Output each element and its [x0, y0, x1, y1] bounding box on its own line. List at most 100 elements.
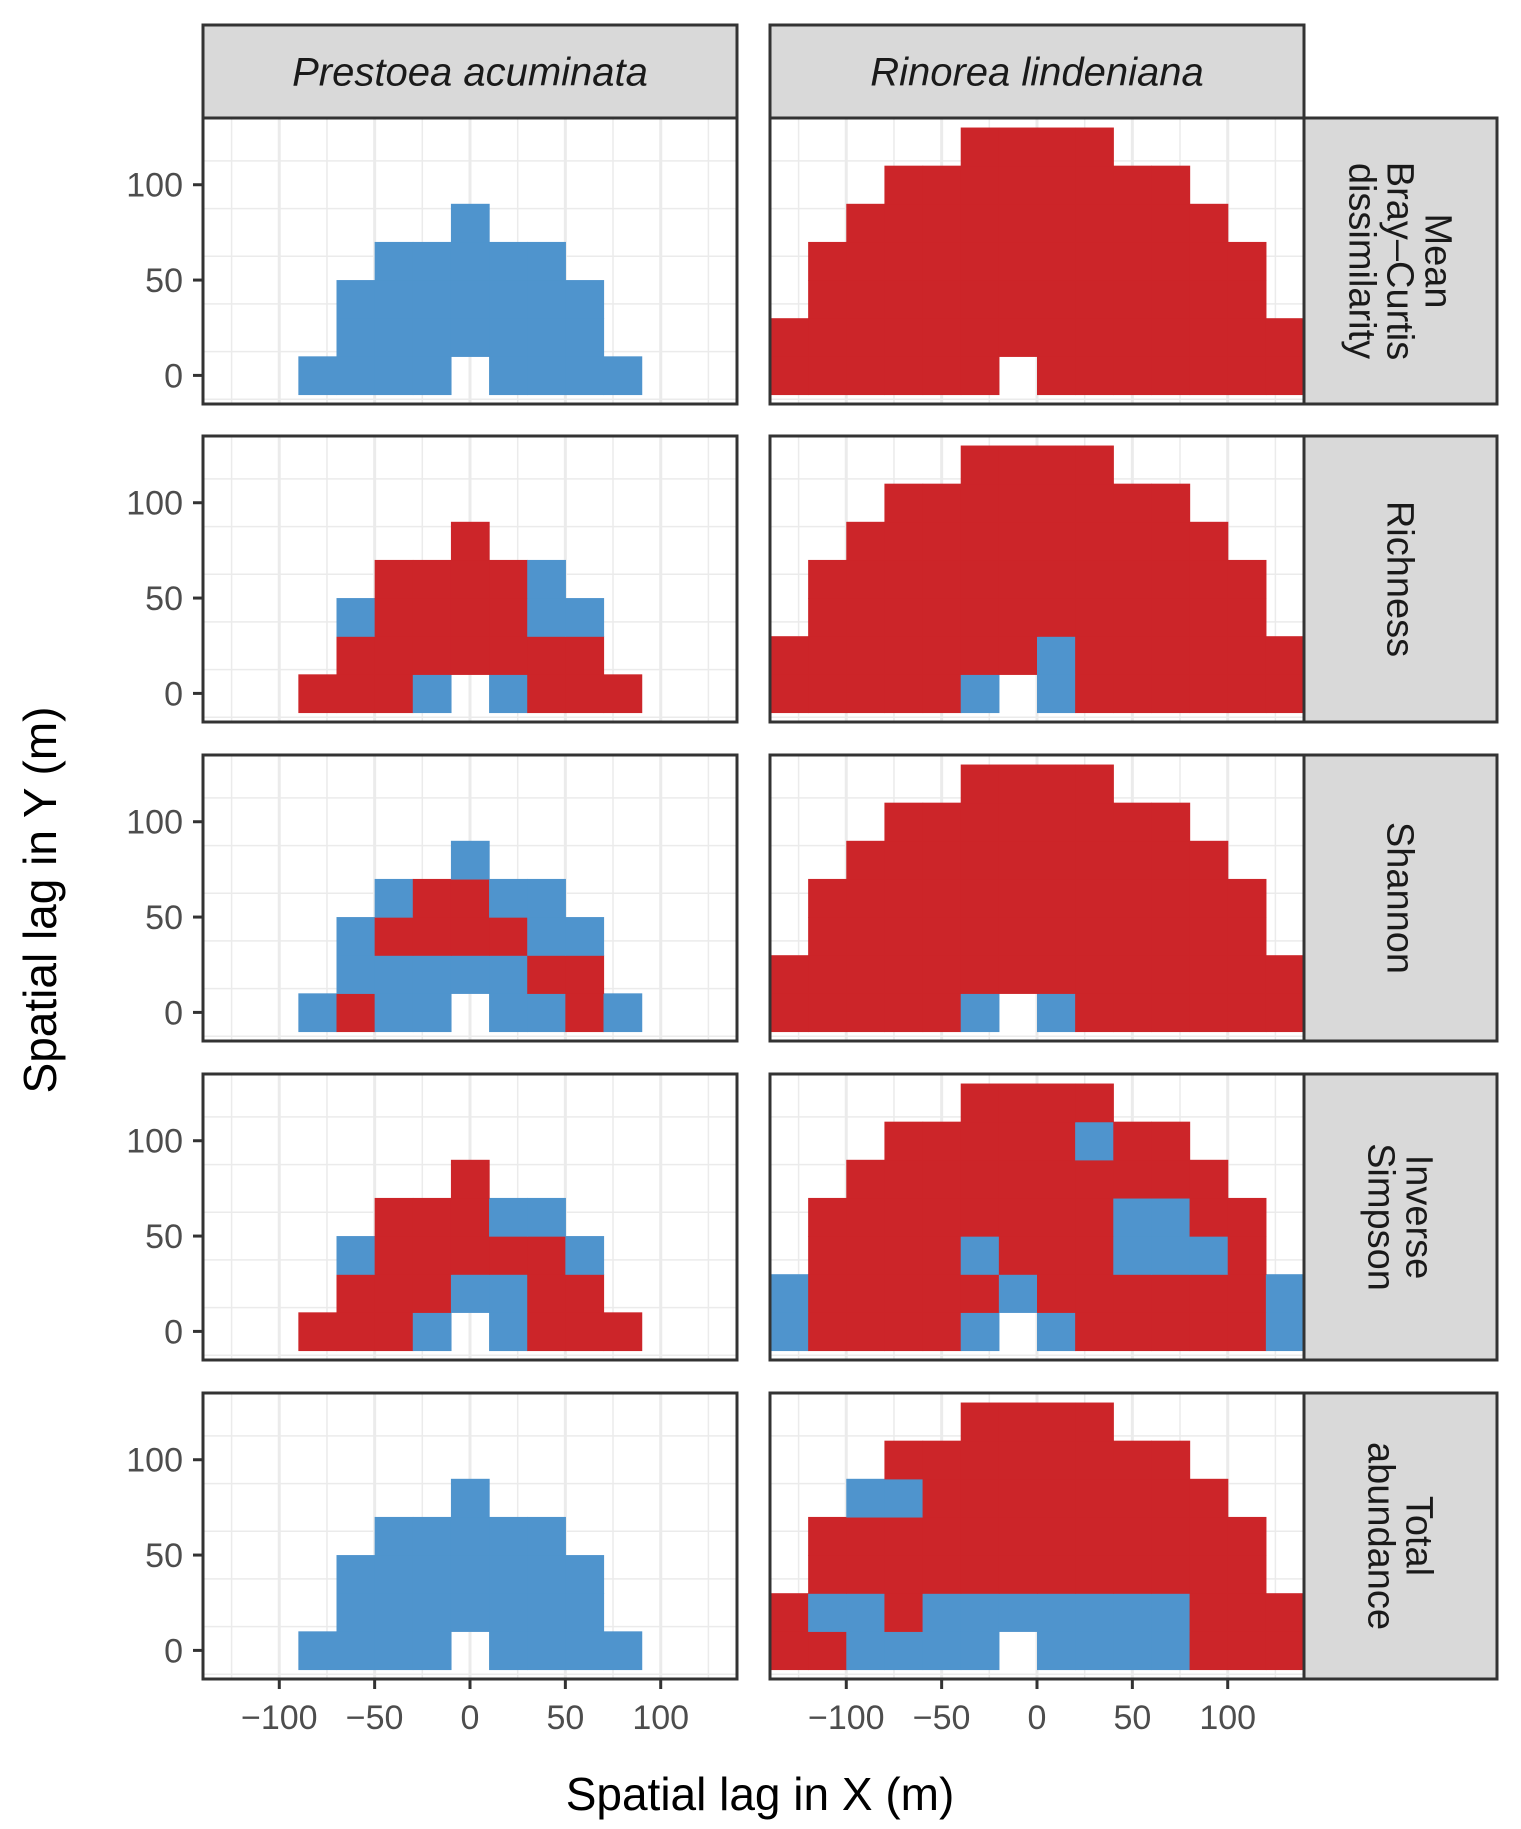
heatmap-cell-red [1113, 1478, 1153, 1518]
heatmap-cell-red [884, 1121, 924, 1161]
y-axis-r3: 0 50 100 [126, 1123, 203, 1351]
heatmap-cell-red [846, 636, 886, 675]
heatmap-cell-red [922, 674, 962, 714]
heatmap-cell-red [1075, 445, 1114, 485]
heatmap-cell-red [960, 356, 1000, 396]
x-axis-c0: −100 −50 0 50 100 [241, 1679, 689, 1737]
panel-r3-c1 [768, 1072, 1306, 1362]
heatmap-cell-blue [450, 1593, 490, 1632]
heatmap-cell-red [1227, 598, 1267, 637]
heatmap-cell-red [808, 1555, 847, 1594]
y-tick-label: 0 [164, 994, 183, 1032]
heatmap-cell-red [1189, 878, 1229, 918]
row-strip-3: InverseSimpson [1302, 1072, 1499, 1362]
heatmap-cell-red [1113, 356, 1153, 396]
heatmap-cell-blue [450, 955, 490, 994]
y-axis-r1: 0 50 100 [126, 485, 203, 713]
heatmap-cell-red [374, 1236, 414, 1275]
heatmap-cell-red [960, 1274, 1000, 1313]
heatmap-cell-red [1265, 955, 1305, 994]
heatmap-cell-red [1037, 521, 1076, 561]
heatmap-cell-blue [489, 674, 528, 714]
heatmap-cell-red [527, 955, 566, 994]
heatmap-cell-blue [489, 280, 528, 319]
heatmap-cell-red [1075, 598, 1114, 637]
heatmap-cell-red [998, 559, 1038, 599]
heatmap-cell-red [1151, 1312, 1191, 1352]
heatmap-cell-red [998, 764, 1038, 804]
heatmap-cell-blue [1037, 1312, 1076, 1352]
heatmap-cell-blue [565, 318, 605, 357]
heatmap-cell-red [412, 559, 452, 599]
heatmap-cell-red [565, 674, 605, 714]
heatmap-cell-red [998, 1478, 1038, 1518]
heatmap-cell-red [1075, 1555, 1114, 1594]
heatmap-cell-red [846, 878, 886, 918]
heatmap-cell-blue [336, 1593, 376, 1632]
heatmap-cell-blue [770, 1312, 809, 1352]
heatmap-cell-blue [1189, 1236, 1229, 1275]
heatmap-cell-blue [1075, 1593, 1114, 1632]
row-strip-0: MeanBray–Curtisdissimilarity [1302, 116, 1499, 406]
heatmap-cell-blue [1113, 1631, 1153, 1671]
heatmap-cell-red [1075, 559, 1114, 599]
y-tick-label: 0 [164, 1632, 183, 1670]
x-tick-label: −100 [241, 1699, 318, 1737]
heatmap-cell-blue [1037, 636, 1076, 675]
heatmap-cell-red [1037, 1236, 1076, 1275]
panel-r4-c1 [768, 1391, 1306, 1681]
row-strip-label: MeanBray–Curtisdissimilarity [1341, 162, 1459, 361]
heatmap-cell-red [1075, 1083, 1114, 1123]
heatmap-cell-red [1075, 356, 1114, 396]
heatmap-cell-red [1037, 241, 1076, 281]
heatmap-cell-blue [1075, 1631, 1114, 1671]
heatmap-cell-blue [527, 241, 566, 281]
heatmap-cell-red [1113, 840, 1153, 880]
heatmap-cell-red [808, 917, 847, 956]
heatmap-cell-red [1113, 559, 1153, 599]
heatmap-cell-blue [298, 993, 338, 1033]
y-tick-label: 50 [145, 1218, 183, 1256]
strip-background [1302, 116, 1499, 406]
heatmap-cell-red [1151, 674, 1191, 714]
heatmap-cell-red [374, 674, 414, 714]
heatmap-cell-red [450, 917, 490, 956]
heatmap-cell-red [489, 636, 528, 675]
heatmap-cell-blue [489, 1312, 528, 1352]
heatmap-cell-red [1189, 521, 1229, 561]
heatmap-cell-red [998, 1083, 1038, 1123]
heatmap-cell-blue [960, 1593, 1000, 1632]
heatmap-cell-blue [489, 955, 528, 994]
y-tick-label: 50 [145, 580, 183, 618]
heatmap-cell-red [489, 1236, 528, 1275]
heatmap-cell-red [846, 1555, 886, 1594]
heatmap-cell-blue [565, 1236, 605, 1275]
heatmap-cell-red [922, 636, 962, 675]
heatmap-cell-blue [336, 356, 376, 396]
heatmap-cell-red [1227, 955, 1267, 994]
column-strip-1: Rinorea lindeniana [768, 23, 1306, 120]
heatmap-cell-red [1189, 1631, 1229, 1671]
heatmap-cell-red [1075, 1197, 1114, 1237]
heatmap-cell-red [998, 1197, 1038, 1237]
heatmap-cell-red [1151, 1555, 1191, 1594]
panel-r1-c0 [201, 434, 739, 724]
heatmap-cell-red [884, 917, 924, 956]
heatmap-cell-red [1037, 318, 1076, 357]
heatmap-cell-red [1113, 636, 1153, 675]
heatmap-cell-red [998, 241, 1038, 281]
heatmap-cell-blue [565, 598, 605, 637]
heatmap-cell-red [1075, 1274, 1114, 1313]
heatmap-cell-red [1189, 559, 1229, 599]
x-axis-c1: −100 −50 0 50 100 [808, 1679, 1256, 1737]
heatmap-cell-red [808, 356, 847, 396]
y-tick-label: 0 [164, 1313, 183, 1351]
heatmap-cell-blue [336, 280, 376, 319]
heatmap-cell-red [1037, 1159, 1076, 1199]
heatmap-cell-red [412, 636, 452, 675]
heatmap-cell-red [1189, 1159, 1229, 1199]
heatmap-cell-red [1075, 241, 1114, 281]
heatmap-cell-blue [374, 878, 414, 918]
heatmap-cell-red [922, 1516, 962, 1556]
